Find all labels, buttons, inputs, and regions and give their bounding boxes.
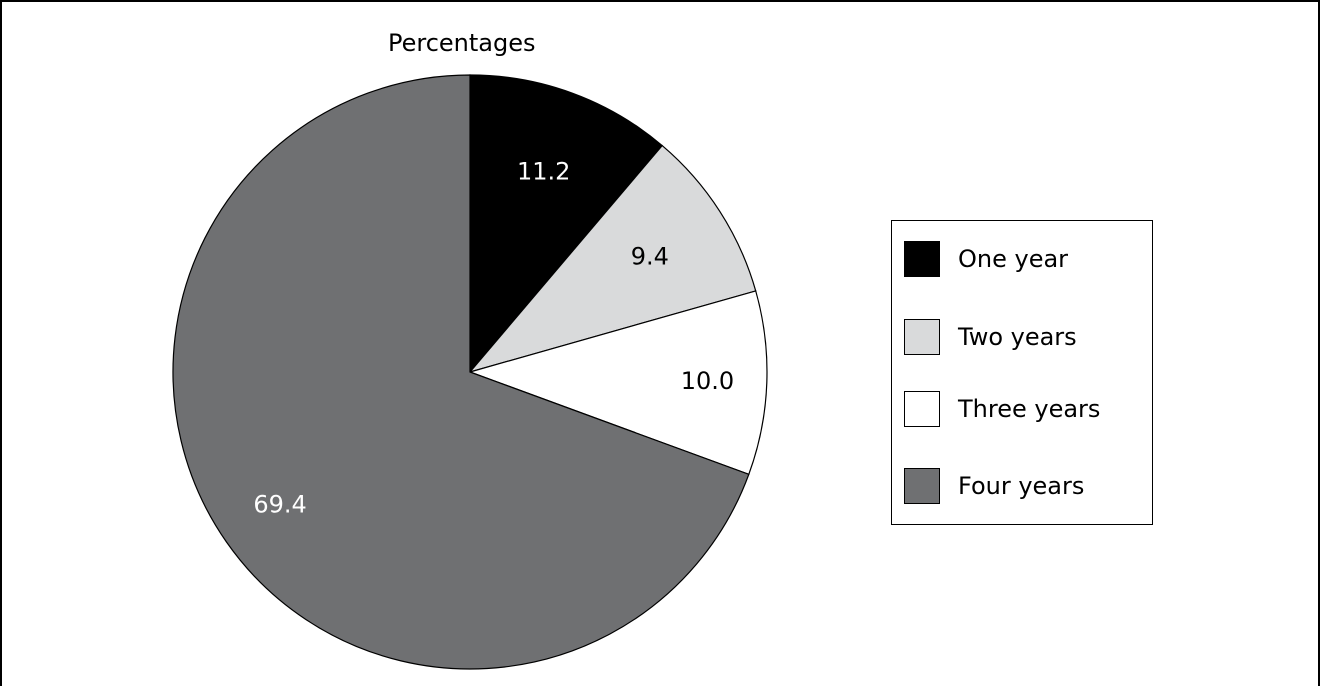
data-label-two-years: 9.4	[631, 242, 669, 270]
legend-label-three-years: Three years	[958, 395, 1101, 423]
data-label-three-years: 10.0	[681, 367, 734, 395]
data-label-four-years: 69.4	[253, 491, 306, 519]
pie-slice-four-years	[172, 74, 750, 670]
legend-label-four-years: Four years	[958, 472, 1085, 500]
legend-label-one-year: One year	[958, 245, 1069, 273]
data-label-one-year: 11.2	[517, 157, 570, 185]
legend-label-two-years: Two years	[958, 323, 1077, 351]
legend-item-four-years: Four years	[904, 466, 1084, 506]
legend-swatch-one-year	[904, 241, 940, 277]
legend-swatch-two-years	[904, 319, 940, 355]
legend-item-three-years: Three years	[904, 389, 1100, 429]
legend-item-two-years: Two years	[904, 317, 1077, 357]
pie-slice-three-years	[468, 290, 768, 476]
legend: One year Two years Three years Four year…	[891, 220, 1153, 525]
chart-title: Percentages	[388, 29, 536, 57]
legend-swatch-four-years	[904, 468, 940, 504]
legend-item-one-year: One year	[904, 239, 1068, 279]
legend-swatch-three-years	[904, 391, 940, 427]
pie-slice-two-years	[468, 144, 757, 374]
pie-slice-one-year	[469, 74, 664, 374]
